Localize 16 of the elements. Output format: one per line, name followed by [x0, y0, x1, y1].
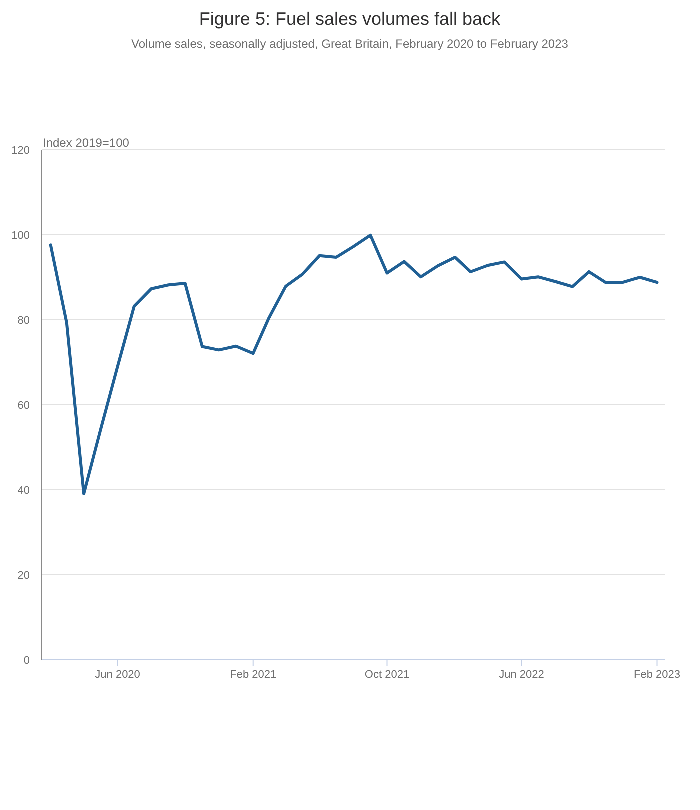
chart-title: Figure 5: Fuel sales volumes fall back — [198, 8, 502, 30]
x-tick-label: Jun 2022 — [499, 668, 544, 681]
x-tick-label: Jun 2020 — [95, 668, 140, 681]
y-tick-label: 60 — [18, 400, 30, 412]
y-tick-label: 20 — [18, 570, 30, 582]
y-axis-title: Index 2019=100 — [43, 136, 130, 150]
y-tick-label: 120 — [12, 144, 30, 157]
line-series — [49, 234, 659, 496]
y-tick-label: 80 — [18, 314, 30, 327]
y-tick-label: 100 — [12, 230, 30, 242]
chart-subtitle: Volume sales, seasonally adjusted, Great Britain, February 2020 to February 2023 — [130, 36, 570, 52]
y-tick-label: 0 — [24, 654, 30, 667]
y-tick-label: 40 — [18, 484, 30, 497]
x-tick-label: Feb 2023 — [634, 668, 680, 681]
x-tick-label: Oct 2021 — [364, 668, 410, 681]
x-tick-label: Feb 2021 — [230, 668, 277, 681]
